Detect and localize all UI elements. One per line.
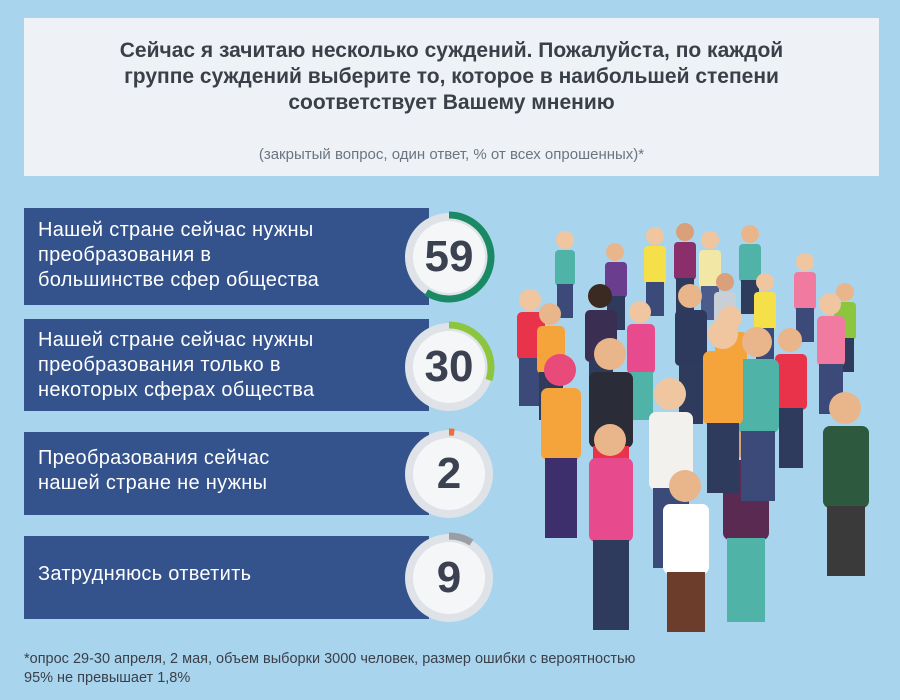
answer-badge-1: 59 — [402, 210, 496, 304]
header-card: Сейчас я зачитаю несколько суждений. Пож… — [24, 18, 879, 176]
answer-label-1: Нашей стране сейчас нужны преобразования… — [38, 219, 320, 291]
footnote: *опрос 29-30 апреля, 2 мая, объем выборк… — [24, 651, 636, 686]
answer-value-2: 30 — [424, 342, 474, 391]
page-subtitle: (закрытый вопрос, один ответ, % от всех … — [258, 146, 645, 163]
ring-arc-3 — [403, 428, 495, 520]
answer-value-1: 59 — [424, 232, 474, 281]
answer-value-3: 2 — [436, 449, 462, 498]
answer-badge-3: 2 — [402, 427, 496, 521]
answer-label-2: Нашей стране сейчас нужны преобразования… — [38, 329, 315, 401]
ring-arc-4 — [403, 532, 495, 624]
ring-arc-1 — [403, 211, 495, 303]
page-title: Сейчас я зачитаю несколько суждений. Пож… — [119, 39, 784, 114]
answer-label-4: Затрудняюсь ответить — [38, 563, 252, 585]
answer-badge-4: 9 — [402, 531, 496, 625]
answer-row-2: Нашей стране сейчас нужны преобразования… — [24, 319, 429, 411]
answer-row-1: Нашей стране сейчас нужны преобразования… — [24, 208, 429, 305]
crowd-illustration — [517, 223, 869, 632]
front-people — [541, 319, 869, 632]
answer-label-3: Преобразования сейчас нашей стране не ну… — [38, 447, 270, 494]
answer-badge-2: 30 — [402, 320, 496, 414]
answer-value-4: 9 — [436, 553, 462, 602]
ring-arc-2 — [403, 321, 495, 413]
answer-row-3: Преобразования сейчас нашей стране не ну… — [24, 432, 429, 515]
answer-row-4: Затрудняюсь ответить — [24, 536, 429, 619]
